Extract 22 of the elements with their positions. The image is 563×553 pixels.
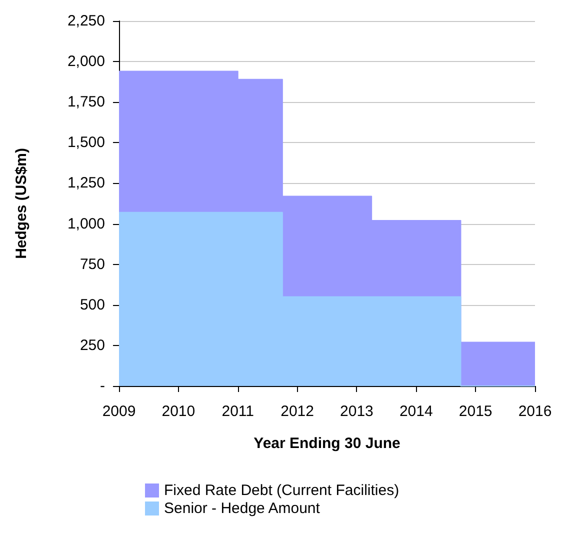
x-tick-label: 2012: [280, 403, 314, 420]
y-tick-label: 500: [80, 296, 105, 314]
legend-label: Senior - Hedge Amount: [164, 500, 321, 517]
y-tick-label: 2,000: [67, 53, 105, 70]
y-tick-label: 1,000: [67, 215, 105, 232]
y-tick-label: 1,250: [67, 174, 105, 192]
y-tick-label: 1,750: [67, 94, 105, 111]
x-tick-label: 2014: [399, 403, 433, 420]
x-axis-title: Year Ending 30 June: [254, 435, 400, 452]
x-tick-label: 2015: [458, 403, 492, 420]
y-tick-label: -: [100, 378, 105, 394]
x-tick-label: 2011: [222, 403, 254, 420]
y-tick-label: 1,500: [67, 134, 105, 152]
y-tick-label: 2,250: [67, 12, 105, 30]
y-tick-label: 750: [80, 256, 105, 273]
x-tick-label: 2013: [340, 403, 374, 420]
legend-label: Fixed Rate Debt (Current Facilities): [164, 482, 400, 499]
x-tick-label: 2009: [102, 403, 136, 420]
x-tick-label: 2010: [162, 403, 196, 420]
y-tick-label: 250: [80, 336, 105, 354]
y-axis-title: Hedges (US$m): [13, 148, 30, 259]
x-tick-label: 2016: [518, 403, 552, 420]
